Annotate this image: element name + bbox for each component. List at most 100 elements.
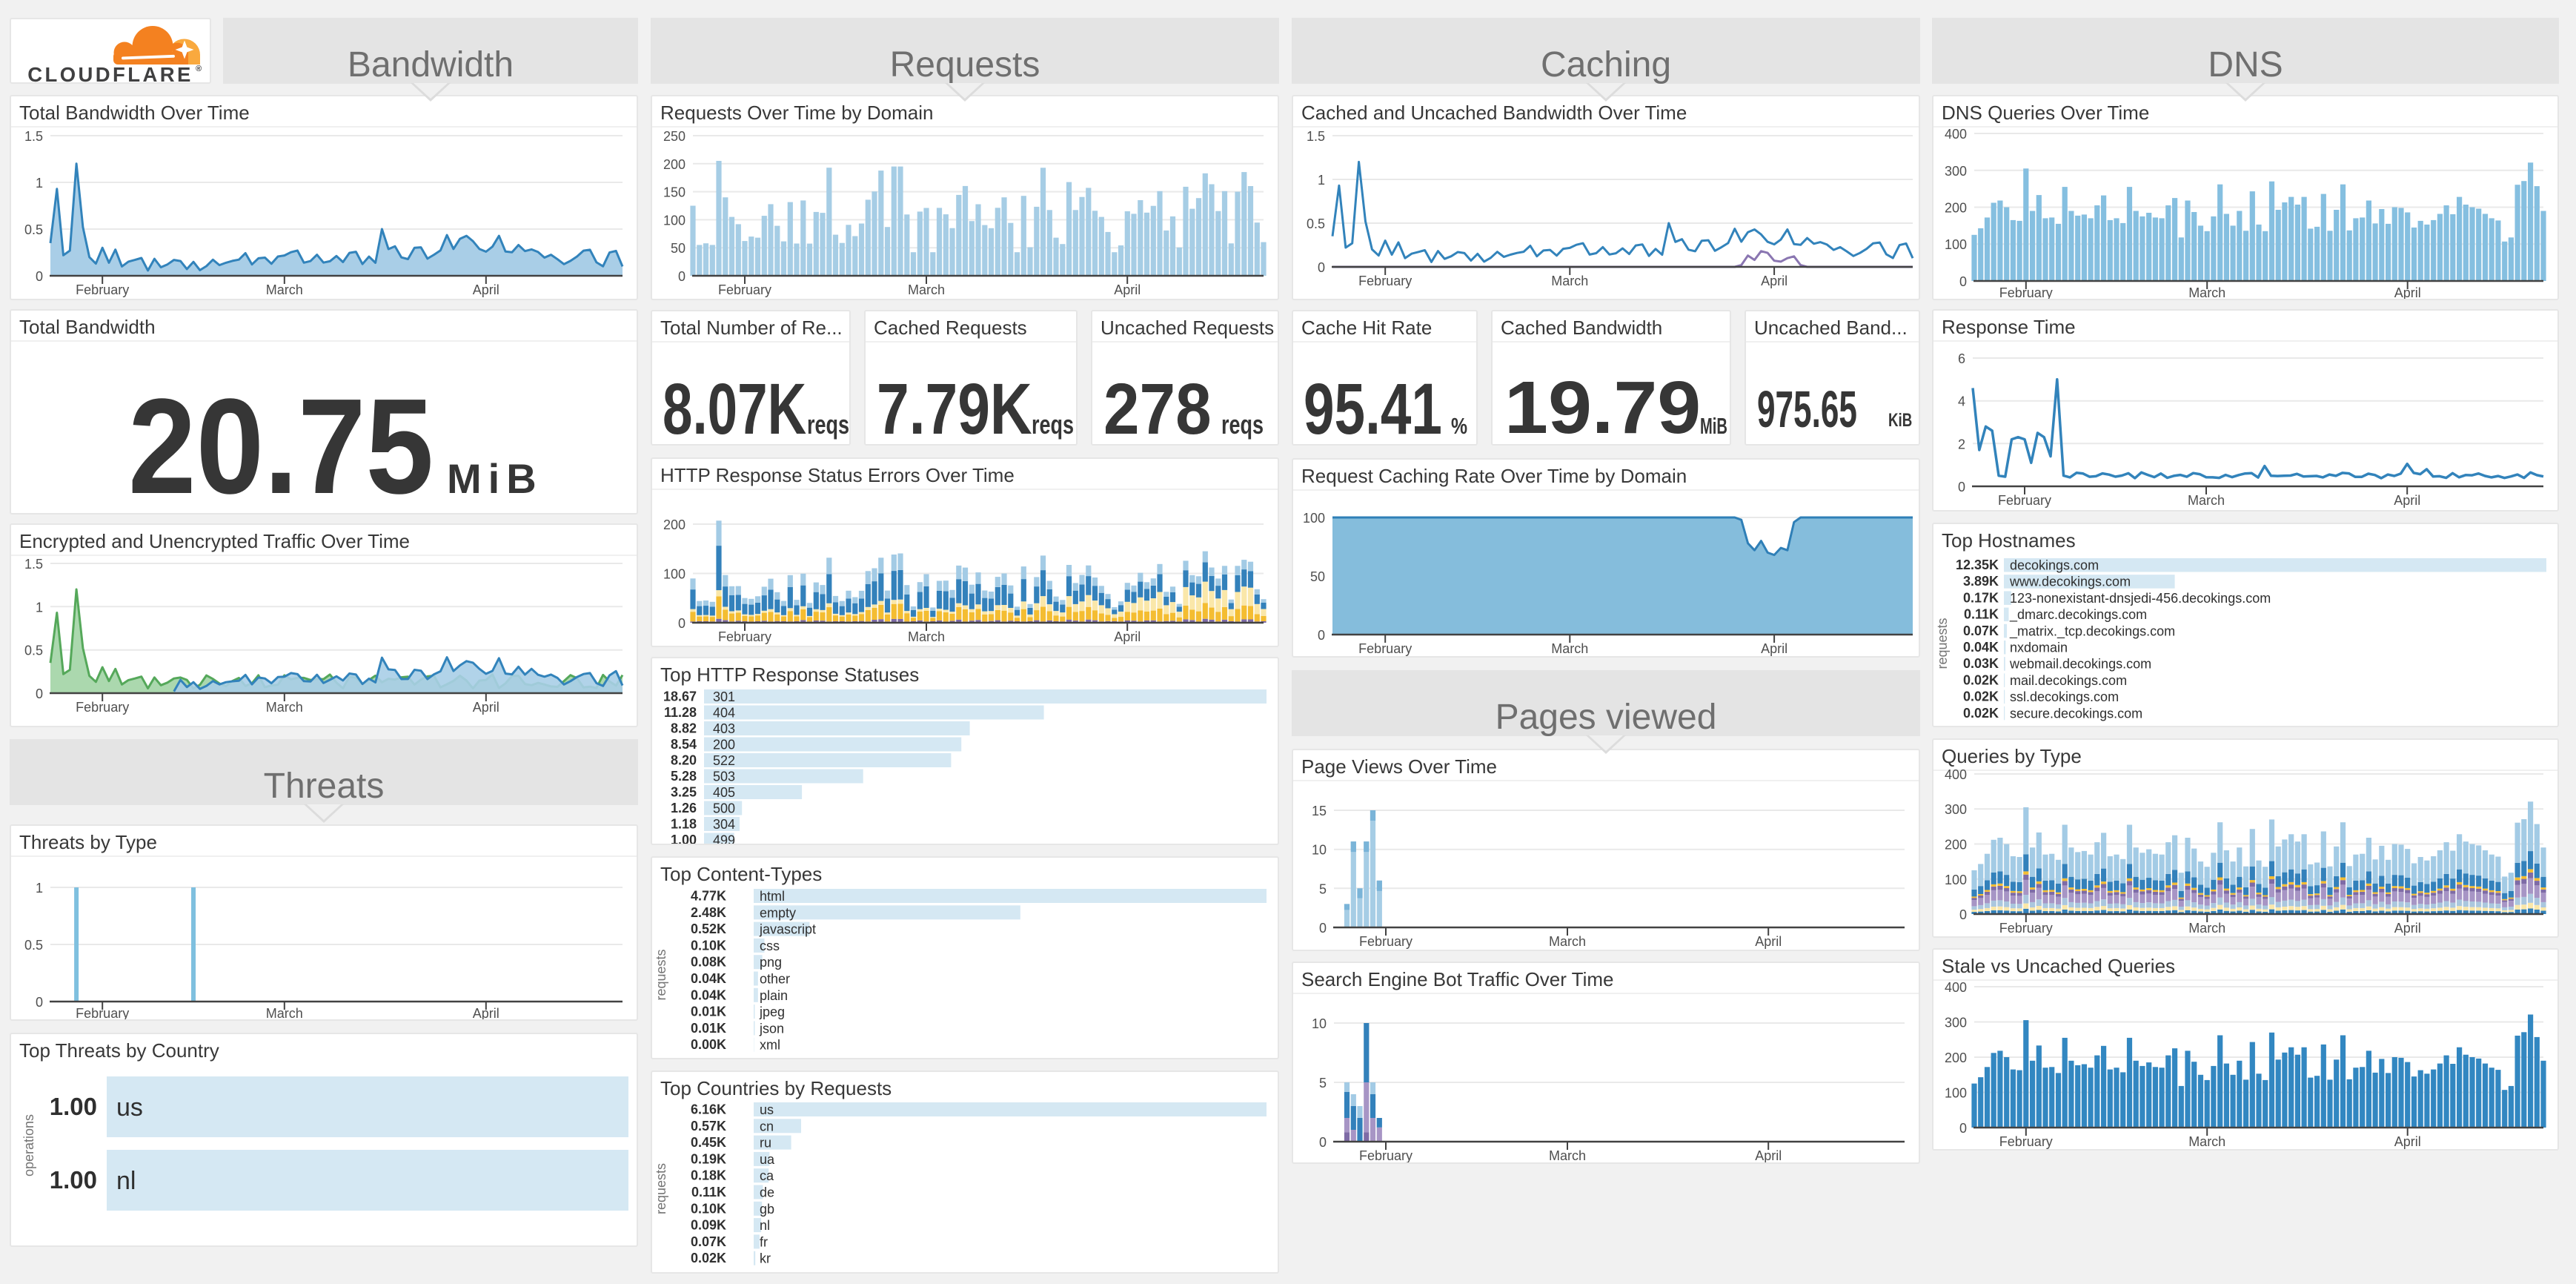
svg-text:secure.decokings.com: secure.decokings.com <box>2010 706 2142 721</box>
svg-text:304: 304 <box>713 817 735 832</box>
svg-text:10: 10 <box>1312 1016 1327 1031</box>
svg-text:200: 200 <box>663 157 686 172</box>
svg-text:200: 200 <box>1945 838 1967 853</box>
svg-text:4.77K: 4.77K <box>691 889 726 904</box>
svg-text:fr: fr <box>760 1234 768 1249</box>
svg-text:www.decokings.com: www.decokings.com <box>2009 575 2131 589</box>
svg-text:April: April <box>2394 921 2421 936</box>
svg-text:mail.decokings.com: mail.decokings.com <box>2010 673 2127 688</box>
svg-text:0.02K: 0.02K <box>1963 706 1999 721</box>
svg-text:requests: requests <box>1935 618 1950 669</box>
svg-text:April: April <box>1755 1148 1782 1163</box>
svg-text:February: February <box>1999 921 2053 936</box>
svg-text:2: 2 <box>1958 437 1965 451</box>
svg-text:0.02K: 0.02K <box>1963 689 1999 704</box>
svg-text:nxdomain: nxdomain <box>2010 641 2068 655</box>
svg-text:300: 300 <box>1945 802 1967 817</box>
svg-text:0.09K: 0.09K <box>691 1218 726 1233</box>
svg-text:0.04K: 0.04K <box>691 971 726 986</box>
svg-text:April: April <box>473 700 499 715</box>
svg-text:3.25: 3.25 <box>671 785 697 800</box>
svg-text:404: 404 <box>713 706 735 721</box>
svg-text:html: html <box>760 889 785 904</box>
svg-text:0: 0 <box>1958 480 1965 494</box>
svg-text:0: 0 <box>1318 260 1325 275</box>
svg-text:February: February <box>76 282 129 297</box>
svg-text:0: 0 <box>1319 1135 1327 1150</box>
svg-text:xml: xml <box>760 1038 780 1053</box>
svg-text:0.5: 0.5 <box>24 222 43 237</box>
svg-text:plain: plain <box>760 988 788 1003</box>
svg-text:50: 50 <box>1310 569 1325 584</box>
svg-text:499: 499 <box>713 833 735 846</box>
svg-text:200: 200 <box>1945 1050 1967 1065</box>
svg-text:400: 400 <box>1945 980 1967 995</box>
svg-text:February: February <box>1998 493 2051 508</box>
svg-text:nl: nl <box>116 1167 136 1195</box>
svg-text:300: 300 <box>1945 164 1967 179</box>
svg-text:April: April <box>473 1006 499 1021</box>
svg-text:405: 405 <box>713 785 735 800</box>
svg-text:0.01K: 0.01K <box>691 1005 726 1019</box>
svg-text:cn: cn <box>760 1119 774 1134</box>
svg-text:CLOUDFLARE: CLOUDFLARE <box>27 63 193 84</box>
svg-text:0.04K: 0.04K <box>691 987 726 1002</box>
svg-text:0.57K: 0.57K <box>691 1119 726 1134</box>
svg-text:February: February <box>1358 274 1412 288</box>
svg-text:100: 100 <box>1945 873 1967 887</box>
svg-text:1.00: 1.00 <box>671 833 697 845</box>
svg-text:empty: empty <box>760 905 796 920</box>
svg-text:0.04K: 0.04K <box>1963 640 1999 655</box>
svg-text:301: 301 <box>713 689 735 704</box>
svg-text:1: 1 <box>1318 173 1325 188</box>
svg-text:6: 6 <box>1958 351 1965 366</box>
svg-text:®: ® <box>196 64 202 73</box>
svg-text:March: March <box>908 282 945 297</box>
svg-text:0: 0 <box>36 686 43 701</box>
svg-text:ca: ca <box>760 1168 774 1183</box>
svg-text:0.5: 0.5 <box>24 938 43 953</box>
svg-text:css: css <box>760 939 780 953</box>
svg-text:5.28: 5.28 <box>671 769 697 784</box>
svg-text:522: 522 <box>713 753 735 768</box>
svg-text:500: 500 <box>713 801 735 816</box>
svg-text:0.00K: 0.00K <box>691 1037 726 1052</box>
svg-text:8.82: 8.82 <box>671 721 697 736</box>
svg-text:1: 1 <box>36 881 43 896</box>
svg-text:0.5: 0.5 <box>24 643 43 658</box>
svg-text:1.00: 1.00 <box>50 1093 97 1120</box>
svg-text:March: March <box>266 282 303 297</box>
svg-text:6.16K: 6.16K <box>691 1102 726 1117</box>
svg-text:0: 0 <box>1318 628 1325 643</box>
svg-text:5: 5 <box>1319 881 1327 896</box>
svg-text:February: February <box>76 1006 129 1021</box>
svg-text:300: 300 <box>1945 1016 1967 1030</box>
svg-text:0: 0 <box>1959 1121 1967 1136</box>
svg-text:3.89K: 3.89K <box>1963 574 1999 589</box>
svg-text:decokings.com: decokings.com <box>2010 558 2099 573</box>
svg-text:0.07K: 0.07K <box>691 1234 726 1249</box>
svg-text:April: April <box>2394 285 2421 300</box>
svg-text:0.19K: 0.19K <box>691 1151 726 1166</box>
svg-text:0.18K: 0.18K <box>691 1168 726 1183</box>
svg-text:100: 100 <box>1945 237 1967 252</box>
svg-text:0.52K: 0.52K <box>691 921 726 936</box>
svg-text:12.35K: 12.35K <box>1956 557 1999 572</box>
svg-text:10: 10 <box>1312 843 1327 858</box>
svg-text:0.07K: 0.07K <box>1963 623 1999 638</box>
svg-text:0.10K: 0.10K <box>691 1201 726 1216</box>
svg-text:nl: nl <box>760 1218 770 1233</box>
svg-text:April: April <box>1761 641 1787 656</box>
svg-text:de: de <box>760 1185 774 1200</box>
svg-text:March: March <box>2188 921 2225 936</box>
svg-text:0.02K: 0.02K <box>691 1251 726 1265</box>
svg-text:requests: requests <box>654 949 668 1000</box>
svg-text:March: March <box>1549 1148 1586 1163</box>
svg-text:100: 100 <box>1945 1086 1967 1101</box>
svg-text:0.03K: 0.03K <box>1963 656 1999 671</box>
svg-text:March: March <box>1549 934 1586 949</box>
svg-text:0: 0 <box>1959 907 1967 922</box>
svg-text:ru: ru <box>760 1136 771 1151</box>
svg-text:us: us <box>760 1102 774 1117</box>
svg-text:1.00: 1.00 <box>50 1166 97 1194</box>
